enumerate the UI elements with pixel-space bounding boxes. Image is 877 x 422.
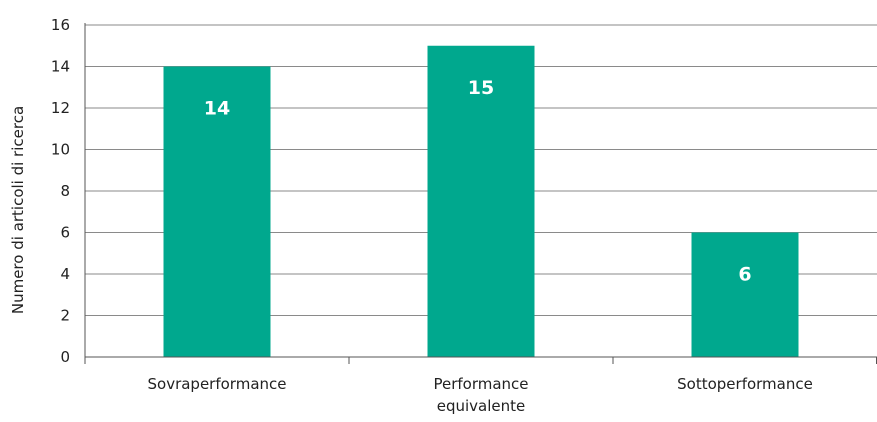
y-tick-label: 14 bbox=[51, 58, 70, 76]
y-tick-label: 8 bbox=[60, 182, 70, 200]
x-category-label: Performance bbox=[433, 375, 528, 393]
y-tick-label: 10 bbox=[51, 141, 70, 159]
y-tick-label: 2 bbox=[60, 307, 70, 325]
x-category-label: Sottoperformance bbox=[677, 375, 813, 393]
x-category-labels: Sovraperformance Performance equivalente So… bbox=[148, 375, 813, 415]
bars bbox=[163, 45, 799, 357]
y-tick-labels: 0 2 4 6 8 10 12 14 16 bbox=[51, 16, 70, 366]
x-category-label: Sovraperformance bbox=[148, 375, 287, 393]
bar bbox=[427, 45, 535, 357]
y-tick-label: 6 bbox=[60, 224, 70, 242]
data-labels: 14 15 6 bbox=[204, 77, 752, 286]
bar bbox=[691, 232, 799, 357]
y-tick-label: 0 bbox=[60, 348, 70, 366]
y-tick-label: 4 bbox=[60, 265, 70, 283]
data-label: 14 bbox=[204, 98, 230, 120]
y-tick-label: 16 bbox=[51, 16, 70, 34]
data-label: 6 bbox=[738, 264, 751, 286]
y-tick-label: 12 bbox=[51, 99, 70, 117]
data-label: 15 bbox=[468, 77, 494, 99]
bar bbox=[163, 66, 271, 357]
x-category-label: equivalente bbox=[437, 397, 526, 415]
y-axis-title: Numero di articoli di ricerca bbox=[9, 106, 27, 314]
